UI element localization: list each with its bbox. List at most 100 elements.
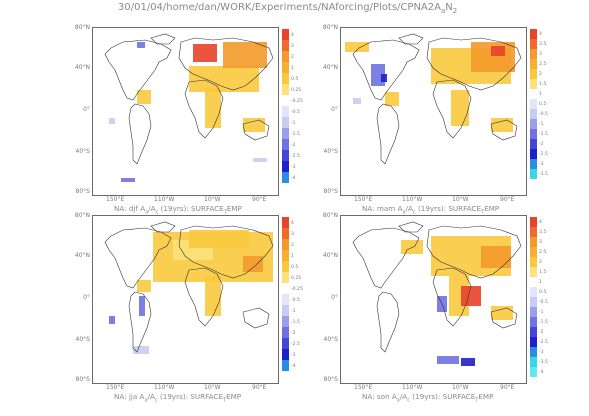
warm-anomaly-region	[491, 118, 513, 132]
colorbar-swatch	[530, 49, 537, 59]
colorbar-swatch	[530, 89, 537, 99]
lon-label: 150°E	[354, 196, 373, 203]
colorbar-swatch	[282, 349, 289, 360]
colorbar-swatch	[530, 129, 537, 139]
lat-label: 40°S	[323, 148, 338, 155]
colorbar-swatch	[530, 357, 537, 367]
colorbar-swatch	[530, 29, 537, 39]
colorbar-swatch	[282, 228, 289, 239]
warm-anomaly-region	[491, 306, 513, 320]
warm-anomaly-region	[137, 280, 151, 292]
coastline	[376, 103, 400, 165]
warm-anomaly-region	[223, 42, 267, 68]
colorbar-label: 4	[291, 32, 294, 38]
cool-anomaly-region	[437, 356, 459, 364]
coastline	[352, 227, 420, 289]
lon-label: 90°E	[500, 196, 515, 203]
warm-anomaly-region	[205, 276, 221, 316]
coastline	[398, 33, 424, 45]
coastline	[184, 79, 224, 139]
colorbar-swatch	[282, 62, 289, 73]
colorbar-swatch	[530, 79, 537, 89]
lat-label: 40°N	[74, 252, 90, 259]
coastline	[178, 225, 274, 279]
colorbar-label: 2	[291, 54, 294, 60]
cool-anomaly-region	[461, 358, 475, 366]
plot-path-header: 30/01/04/home/dan/WORK/Experiments/NAfor…	[118, 2, 458, 15]
colorbar-label: -3.5	[539, 172, 548, 177]
colorbar-swatch	[282, 327, 289, 338]
colorbar-label: -0.5	[539, 112, 548, 117]
colorbar-label: -2.5	[539, 340, 548, 345]
cool-anomaly-region	[109, 316, 115, 324]
colorbar-swatch	[282, 360, 289, 371]
warm-anomaly-region	[481, 246, 511, 268]
colorbar-swatch	[530, 237, 537, 247]
lon-label: 90°E	[500, 384, 515, 391]
warm-anomaly-region	[193, 44, 217, 62]
colorbar-label: 0.25	[291, 275, 302, 281]
colorbar-swatch	[530, 109, 537, 119]
lat-label: 80°N	[322, 24, 338, 31]
coastline	[426, 225, 522, 279]
colorbar-swatch	[530, 169, 537, 179]
lat-label: 80°S	[323, 188, 338, 195]
colorbar-label: -0.5	[291, 297, 300, 303]
colorbar-swatch	[282, 128, 289, 139]
colorbar-djf	[282, 29, 289, 183]
coastline	[128, 103, 152, 165]
colorbar-label: -2	[539, 142, 544, 147]
panel-caption-mam: NA: mam Aa/Ac (19yrs): SURFACETEMP	[362, 204, 500, 216]
colorbar-label: 4	[539, 220, 542, 225]
colorbar-swatch	[530, 139, 537, 149]
coastline	[432, 79, 472, 139]
colorbar-swatch	[530, 257, 537, 267]
colorbar-label: -2	[291, 330, 296, 336]
lat-label: 80°N	[74, 212, 90, 219]
colorbar-label: 2.5	[539, 250, 547, 255]
cool-anomaly-region	[109, 118, 115, 124]
colorbar-swatch	[282, 161, 289, 172]
lat-label: 0°	[331, 106, 338, 113]
coastline	[398, 221, 424, 233]
colorbar-swatch	[530, 267, 537, 277]
colorbar-label: 3	[539, 240, 542, 245]
lat-label: 80°S	[75, 188, 90, 195]
lon-label: 90°E	[252, 196, 267, 203]
colorbar-label: 1	[291, 253, 294, 259]
colorbar-swatch	[530, 307, 537, 317]
colorbar-label: -4	[291, 363, 296, 369]
cool-anomaly-region	[133, 346, 149, 354]
colorbar-son	[530, 217, 537, 377]
map-panel-jja	[92, 215, 279, 384]
cool-anomaly-region	[139, 296, 145, 316]
colorbar-swatch	[530, 227, 537, 237]
colorbar-swatch	[282, 261, 289, 272]
colorbar-label: -3	[291, 164, 296, 170]
colorbar-swatch	[530, 217, 537, 227]
colorbar-label: 1	[539, 92, 542, 97]
colorbar-swatch	[282, 250, 289, 261]
colorbar-label: -3	[539, 162, 544, 167]
colorbar-swatch	[282, 338, 289, 349]
colorbar-swatch	[282, 150, 289, 161]
colorbar-swatch	[530, 347, 537, 357]
colorbar-label: 1.5	[539, 270, 547, 275]
colorbar-swatch	[530, 277, 537, 287]
colorbar-swatch	[530, 149, 537, 159]
colorbar-swatch	[282, 29, 289, 40]
colorbar-label: -2.5	[291, 153, 300, 159]
colorbar-swatch	[530, 59, 537, 69]
colorbar-label: 3	[539, 52, 542, 57]
colorbar-mam	[530, 29, 537, 179]
colorbar-label: -3	[291, 352, 296, 358]
colorbar-swatch	[530, 287, 537, 297]
colorbar-swatch	[282, 272, 289, 283]
colorbar-label: 3.5	[539, 42, 547, 47]
colorbar-swatch	[282, 73, 289, 84]
coastline	[490, 307, 518, 329]
colorbar-label: -1	[291, 308, 296, 314]
colorbar-swatch	[282, 95, 289, 106]
colorbar-label: -0.25	[291, 98, 303, 104]
colorbar-label: 3	[291, 43, 294, 49]
